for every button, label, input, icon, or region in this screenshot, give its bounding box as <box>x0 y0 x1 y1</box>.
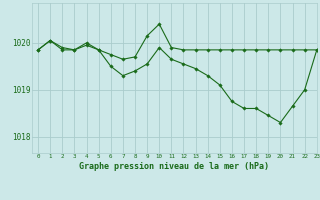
X-axis label: Graphe pression niveau de la mer (hPa): Graphe pression niveau de la mer (hPa) <box>79 162 269 171</box>
